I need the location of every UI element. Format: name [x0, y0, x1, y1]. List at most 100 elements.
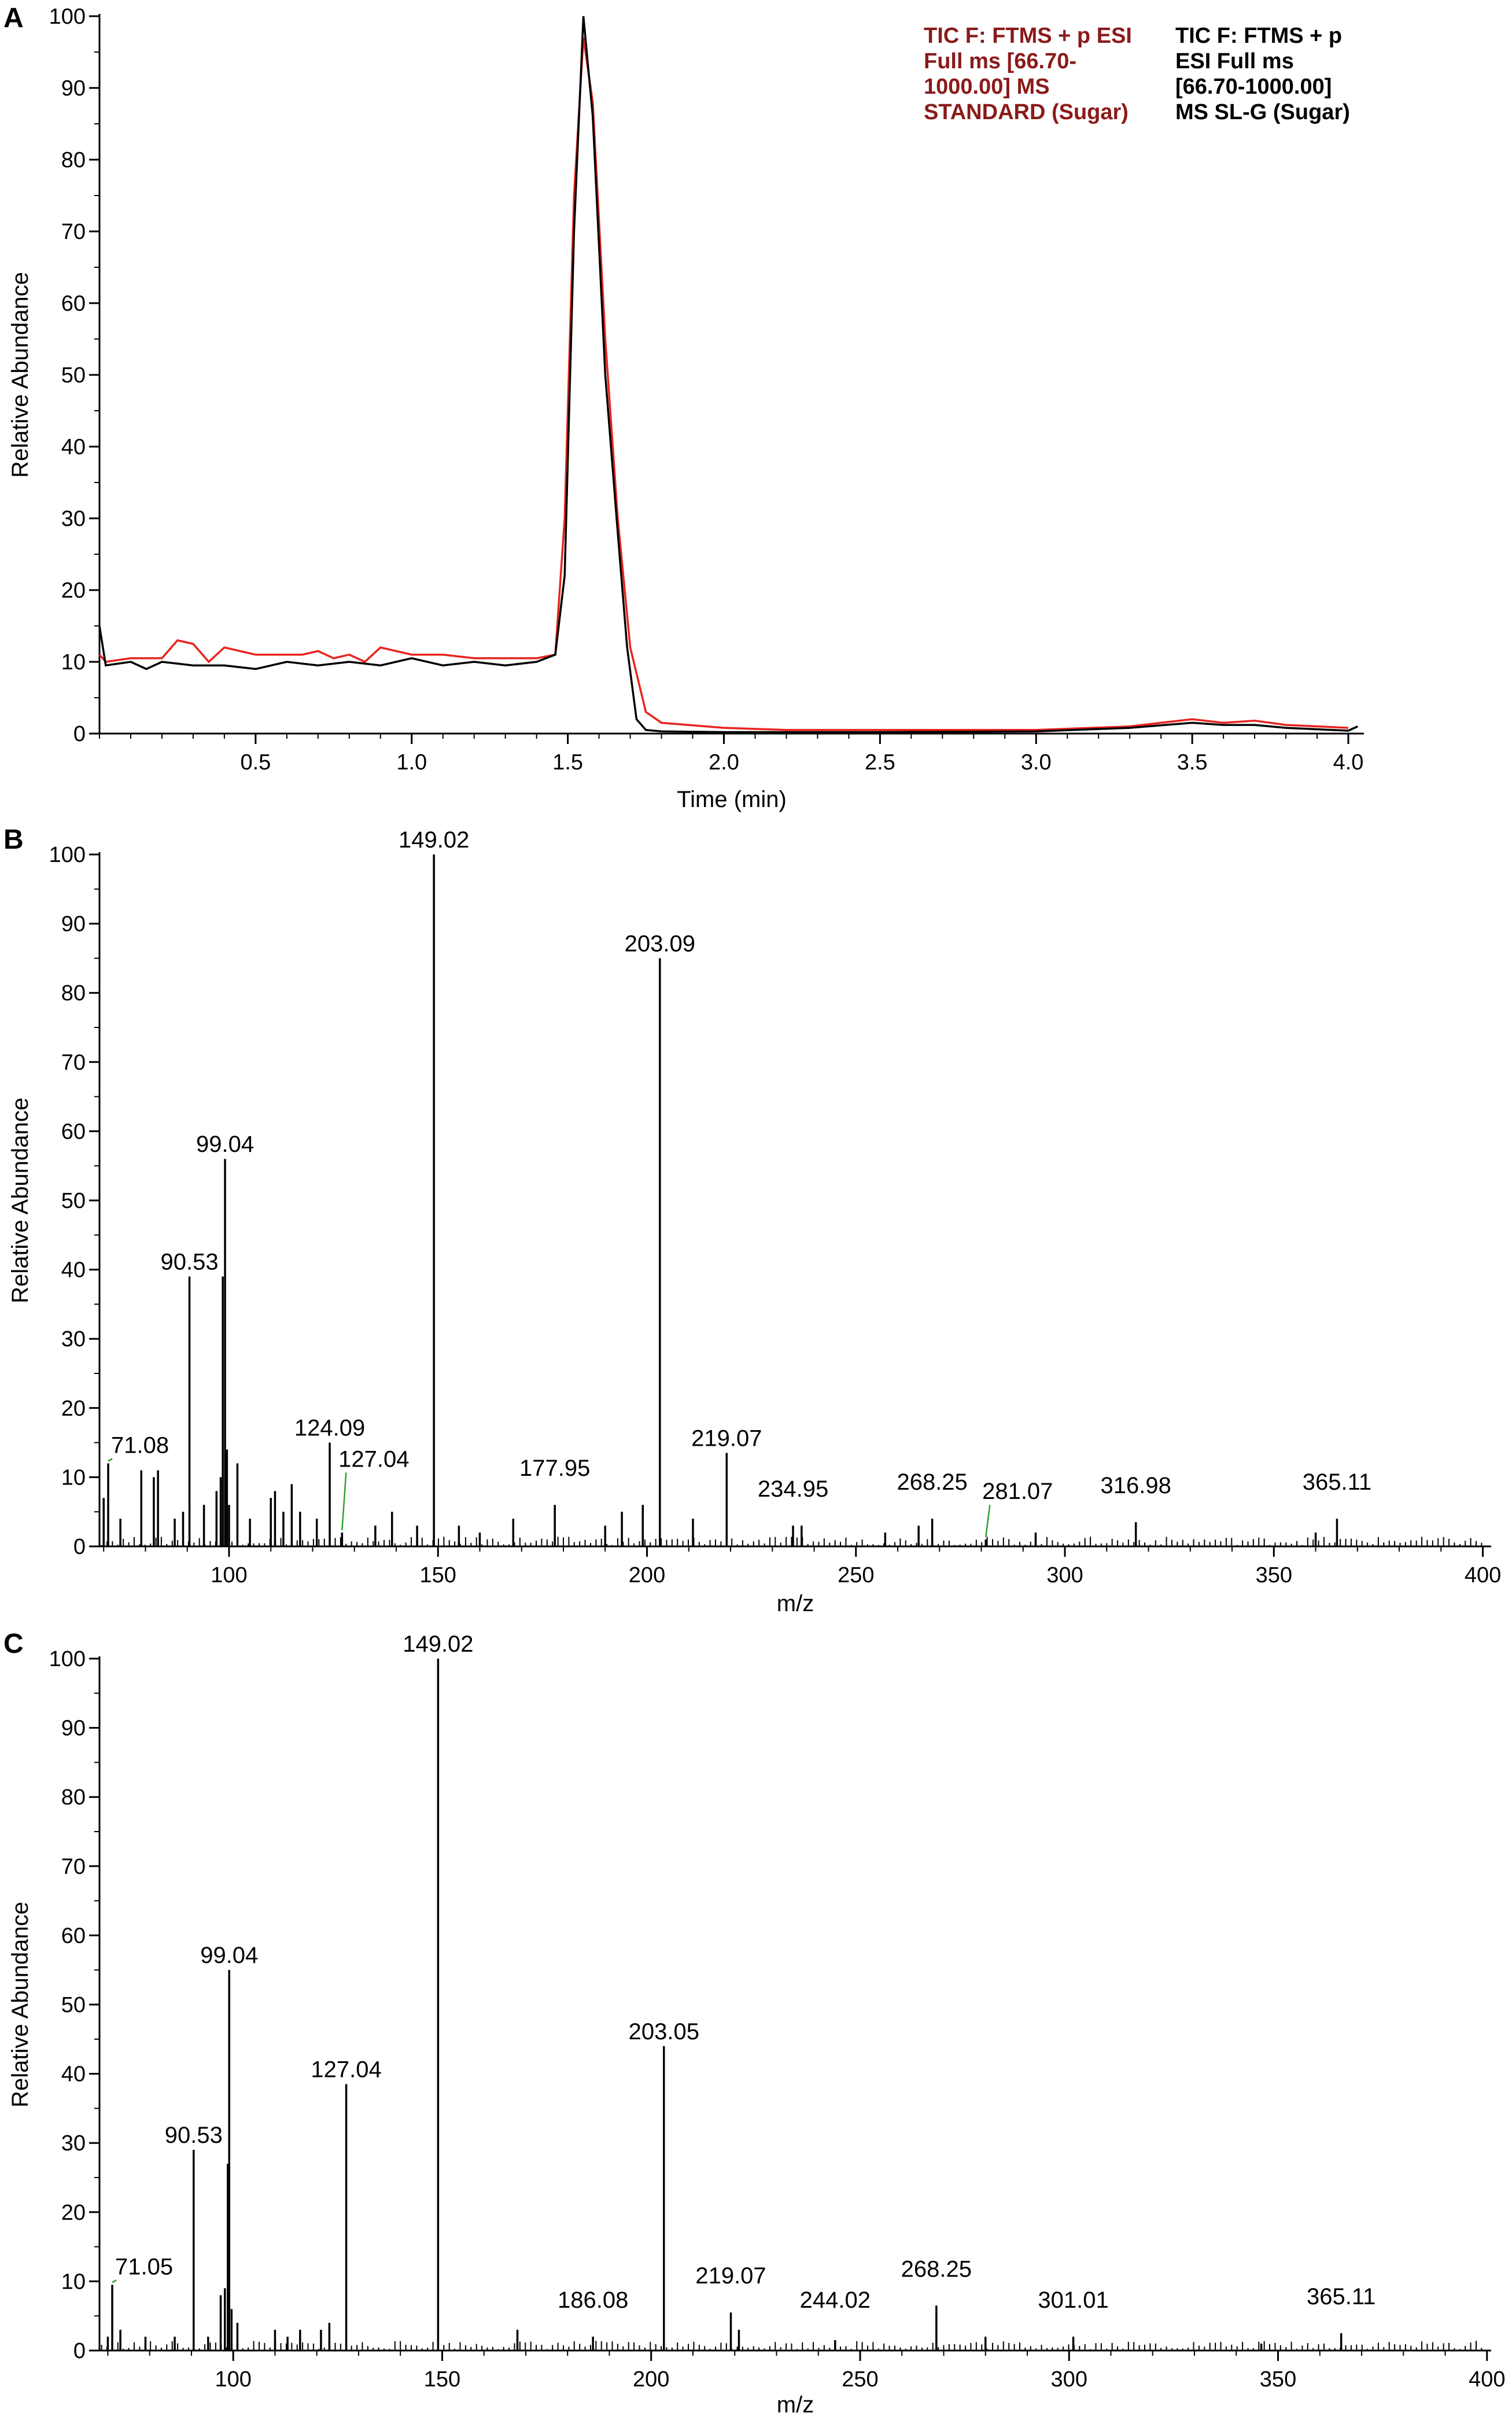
peak-label: 90.53 [161, 1250, 219, 1275]
peak-label: 219.07 [691, 1426, 762, 1452]
peak-label: 124.09 [294, 1416, 365, 1441]
label-connector [108, 1458, 113, 1462]
y-tick-label: 70 [61, 1855, 86, 1879]
peak-label: 99.04 [200, 1943, 258, 1968]
y-tick-label: 90 [61, 76, 86, 101]
y-tick-label: 60 [61, 292, 86, 316]
x-tick-label: 1.5 [552, 750, 583, 775]
x-tick-label: 200 [629, 1563, 665, 1587]
peak-label: 177.95 [519, 1456, 590, 1481]
x-tick-label: 350 [1260, 2367, 1296, 2392]
tic-chromatogram-chart: 0 10 20 30 40 50 60 70 80 90 100 0.5 1.0 1.5 2.0 2.5 3.0… [8, 5, 1364, 812]
y-tick-label: 70 [61, 1051, 86, 1075]
y-tick-label: 80 [61, 1785, 86, 1810]
x-tick-label: 350 [1256, 1563, 1292, 1587]
y-tick-label: 20 [61, 1397, 86, 1421]
peak-label: 71.05 [115, 2254, 173, 2279]
y-tick-label: 70 [61, 220, 86, 244]
mass-spectrum-c-panel: C 0 10 20 30 40 50 60 70 80 90 100 100 150 200 250 300 3… [0, 1626, 1512, 2424]
y-tick-label: 60 [61, 1119, 86, 1144]
panel-label-c: C [3, 1629, 24, 1659]
label-connector [341, 1472, 347, 1531]
x-tick-label: 250 [842, 2367, 878, 2392]
x-tick-label: 3.5 [1177, 750, 1208, 775]
peak-label: 90.53 [165, 2123, 223, 2148]
label-connector [985, 1505, 991, 1538]
x-tick-label: 1.0 [396, 750, 427, 775]
y-axis-label: Relative Abundance [8, 1902, 33, 2108]
peak-label: 71.08 [111, 1432, 169, 1458]
peak-label: 365.11 [1307, 2284, 1375, 2309]
x-tick-label: 2.5 [865, 750, 895, 775]
x-tick-label: 300 [1046, 1563, 1083, 1587]
y-tick-label: 50 [61, 1189, 86, 1213]
x-axis-label: Time (min) [677, 787, 787, 812]
y-tick-label: 90 [61, 1716, 86, 1741]
peak-label: 203.09 [625, 931, 695, 956]
y-tick-label: 30 [61, 1327, 86, 1351]
x-tick-label: 2.0 [709, 750, 739, 775]
y-tick-label: 60 [61, 1924, 86, 1948]
y-tick-label: 10 [61, 1465, 86, 1490]
y-axis-label: Relative Abundance [8, 272, 33, 478]
peak-label: 244.02 [800, 2287, 871, 2313]
x-axis-label: m/z [777, 1591, 814, 1616]
y-tick-label: 0 [73, 1535, 86, 1559]
peak-label: 301.01 [1038, 2287, 1108, 2313]
peak-label: 268.25 [897, 1469, 967, 1495]
peak-label: 365.11 [1303, 1469, 1371, 1495]
x-tick-label: 200 [633, 2367, 669, 2392]
peak-label: 268.25 [901, 2256, 972, 2282]
mass-spectrum-b-panel: B 0 10 20 30 40 50 60 70 80 90 100 100 150 200 250 300 3… [0, 821, 1512, 1626]
panel-label-b: B [3, 824, 24, 855]
y-tick-label: 80 [61, 981, 86, 1005]
legend-sample: TIC F: FTMS + p ESI Full ms [66.70-1000.… [1175, 24, 1350, 124]
legend-standard: TIC F: FTMS + p ESI Full ms [66.70-1000.… [924, 24, 1132, 124]
y-tick-label: 80 [61, 148, 86, 172]
panel-label-a: A [3, 3, 24, 34]
x-tick-label: 250 [838, 1563, 874, 1587]
y-tick-label: 90 [61, 912, 86, 937]
x-tick-label: 3.0 [1021, 750, 1052, 775]
y-tick-label: 30 [61, 2131, 86, 2156]
peak-label: 316.98 [1101, 1473, 1171, 1498]
y-tick-label: 100 [49, 843, 86, 867]
peak-label: 203.05 [629, 2019, 699, 2044]
mass-spectrum-b-chart: 0 10 20 30 40 50 60 70 80 90 100 100 150 200 250 300 350… [8, 827, 1501, 1616]
y-tick-label: 50 [61, 1993, 86, 2017]
y-tick-label: 10 [61, 2270, 86, 2294]
peak-label: 186.08 [558, 2287, 628, 2313]
y-axis-label: Relative Abundance [8, 1097, 33, 1303]
peak-label: 281.07 [982, 1479, 1053, 1504]
x-tick-label: 400 [1469, 2367, 1505, 2392]
mass-spectrum-c-chart: 0 10 20 30 40 50 60 70 80 90 100 100 150 200 250 300 350… [8, 1631, 1505, 2418]
y-tick-label: 100 [49, 1647, 86, 1671]
y-tick-label: 100 [49, 5, 86, 29]
x-axis-label: m/z [777, 2392, 814, 2418]
x-tick-label: 100 [211, 1563, 247, 1587]
y-tick-label: 40 [61, 435, 86, 459]
x-tick-label: 4.0 [1333, 750, 1364, 775]
y-tick-label: 0 [73, 2339, 86, 2363]
peak-label: 149.02 [399, 827, 469, 853]
y-tick-label: 0 [73, 722, 86, 746]
series-standard-line [98, 37, 1349, 731]
peak-label: 149.02 [403, 1631, 473, 1657]
y-tick-label: 10 [61, 650, 86, 675]
x-tick-label: 300 [1051, 2367, 1087, 2392]
chromatogram-panel: A 0 10 20 30 40 50 60 70 80 90 100 0.5 1.0 1.5 2.0 2.5 3… [0, 0, 1512, 821]
y-tick-label: 40 [61, 2062, 86, 2087]
y-tick-label: 50 [61, 363, 86, 388]
x-tick-label: 400 [1465, 1563, 1501, 1587]
label-connector [112, 2279, 117, 2283]
x-tick-label: 100 [215, 2367, 252, 2392]
x-tick-label: 0.5 [240, 750, 271, 775]
y-tick-label: 20 [61, 579, 86, 603]
series-sample-line [98, 16, 1358, 734]
peak-label: 219.07 [695, 2263, 766, 2289]
y-tick-label: 40 [61, 1258, 86, 1283]
x-tick-label: 150 [424, 2367, 460, 2392]
peak-label: 234.95 [758, 1476, 828, 1502]
x-tick-label: 150 [420, 1563, 456, 1587]
peak-label: 127.04 [311, 2057, 381, 2083]
